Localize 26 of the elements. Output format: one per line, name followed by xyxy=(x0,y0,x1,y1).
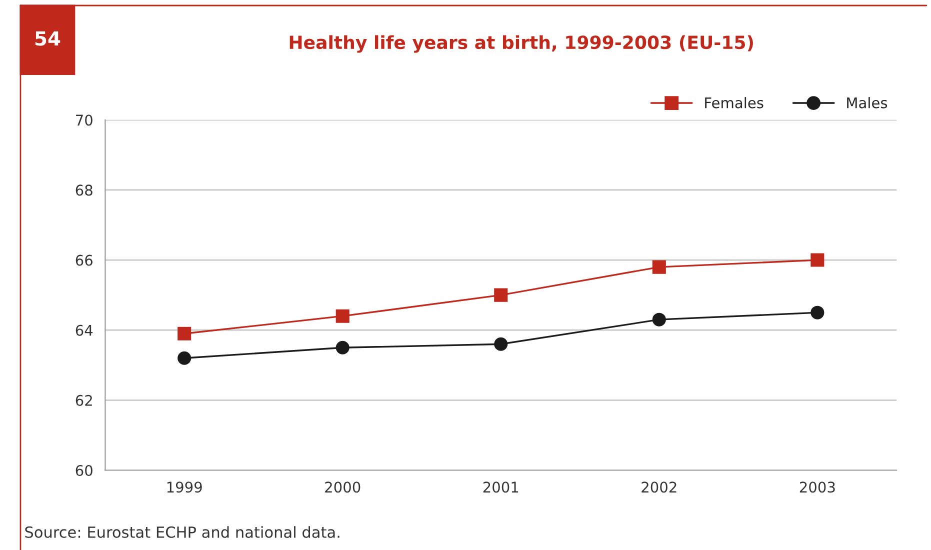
point xyxy=(494,337,508,351)
text: 54 xyxy=(35,31,60,46)
point xyxy=(810,306,824,320)
point xyxy=(494,288,508,302)
chart-title: Healthy life years at birth, 1999-2003 (EU-15) xyxy=(290,35,753,53)
point xyxy=(652,260,666,274)
source-note: Source: Eurostat ECHP and national data. xyxy=(25,526,340,538)
point xyxy=(810,253,824,267)
point xyxy=(336,309,350,323)
y-tick-label: 64 xyxy=(76,324,93,336)
y-tick-label: 68 xyxy=(76,184,92,196)
point xyxy=(178,326,192,340)
point xyxy=(178,351,192,365)
point xyxy=(336,340,350,354)
x-tick-label: 2001 xyxy=(483,482,518,493)
y-tick-label: 62 xyxy=(76,394,92,406)
x-tick-label: 1999 xyxy=(167,482,202,493)
point xyxy=(652,312,666,326)
x-tick-label: 2002 xyxy=(642,482,676,493)
y-tick-label: 70 xyxy=(76,114,92,126)
y-tick-label: 60 xyxy=(76,464,92,476)
legend-label: Females xyxy=(705,97,764,108)
y-tick-label: 66 xyxy=(76,254,92,266)
x-tick-label: 2003 xyxy=(800,482,835,493)
x-tick-label: 2000 xyxy=(325,482,360,493)
legend-label: Males xyxy=(847,97,888,108)
